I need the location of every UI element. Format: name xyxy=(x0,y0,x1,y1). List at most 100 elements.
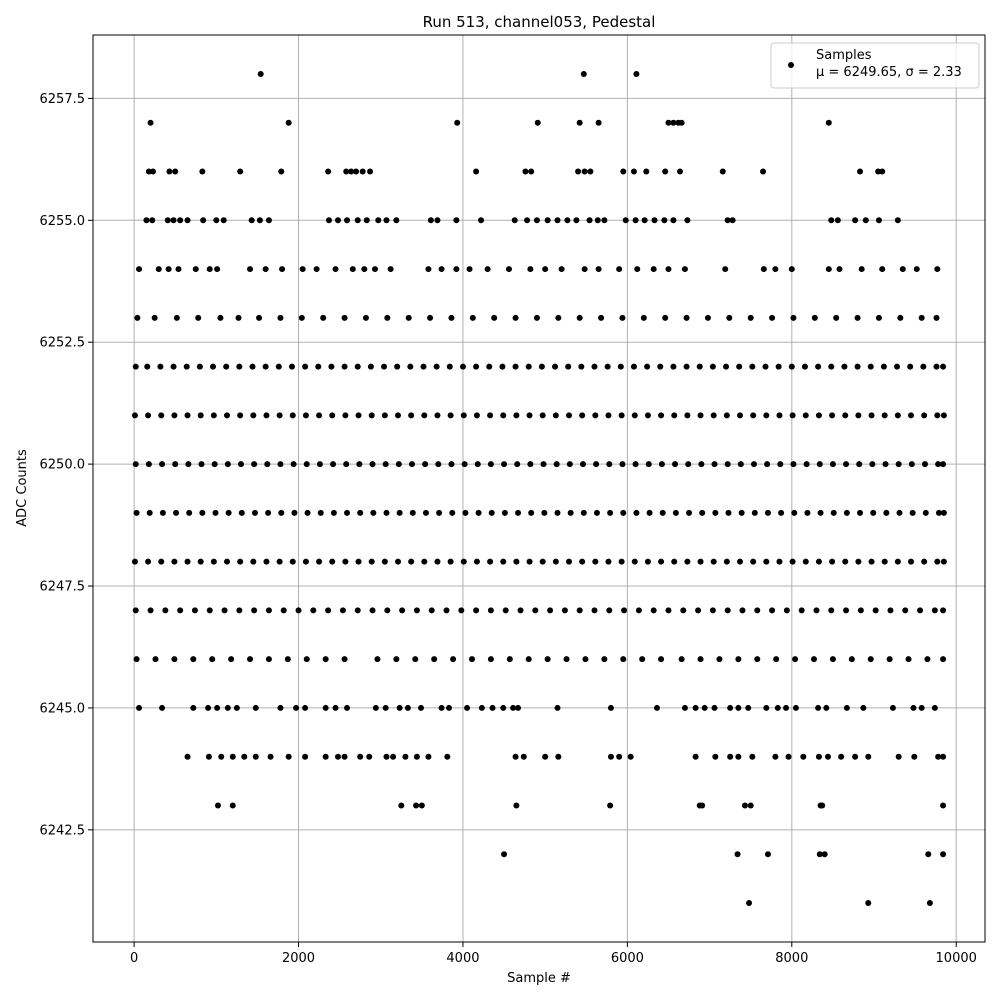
data-point xyxy=(582,656,589,663)
data-point xyxy=(173,509,180,516)
data-point xyxy=(723,558,730,565)
data-point xyxy=(280,607,287,614)
data-point xyxy=(342,558,349,565)
data-point xyxy=(218,753,225,760)
x-tick-label: 0 xyxy=(130,951,138,966)
data-point xyxy=(750,558,757,565)
data-point xyxy=(499,363,506,370)
data-point xyxy=(237,461,244,468)
data-point xyxy=(533,217,540,224)
data-point xyxy=(650,607,657,614)
data-point xyxy=(381,412,388,419)
data-point xyxy=(544,217,551,224)
data-point xyxy=(450,656,457,663)
data-point xyxy=(722,266,729,273)
data-point xyxy=(369,461,376,468)
data-point xyxy=(210,412,217,419)
data-point xyxy=(764,509,771,516)
data-point xyxy=(354,363,361,370)
data-point xyxy=(398,802,405,809)
data-point xyxy=(910,704,917,711)
data-point xyxy=(302,558,309,565)
data-point xyxy=(869,461,876,468)
data-point xyxy=(552,363,559,370)
data-point xyxy=(580,71,587,78)
data-point xyxy=(750,412,757,419)
data-point xyxy=(723,363,730,370)
data-point xyxy=(924,656,931,663)
data-point xyxy=(185,461,192,468)
data-point xyxy=(579,461,586,468)
data-point xyxy=(684,412,691,419)
data-point xyxy=(792,656,799,663)
data-point xyxy=(922,509,929,516)
data-point xyxy=(621,607,628,614)
data-point xyxy=(670,217,677,224)
data-point xyxy=(872,607,879,614)
data-point xyxy=(843,607,850,614)
data-point xyxy=(908,558,915,565)
data-point xyxy=(396,704,403,711)
data-point xyxy=(267,753,274,760)
data-point xyxy=(554,704,561,711)
data-point xyxy=(408,412,415,419)
data-point xyxy=(329,412,336,419)
data-point xyxy=(262,363,269,370)
data-point xyxy=(236,607,243,614)
data-point xyxy=(136,704,143,711)
data-point xyxy=(684,558,691,565)
data-point xyxy=(552,558,559,565)
data-point xyxy=(716,656,723,663)
data-point xyxy=(595,266,602,273)
data-point xyxy=(741,802,748,809)
data-point xyxy=(604,363,611,370)
data-point xyxy=(214,802,221,809)
legend: Samples μ = 6249.65, σ = 2.33 xyxy=(770,42,980,89)
data-point xyxy=(829,412,836,419)
data-point xyxy=(737,412,744,419)
data-point xyxy=(760,168,767,175)
data-point xyxy=(843,461,850,468)
data-point xyxy=(670,363,677,370)
data-point xyxy=(339,607,346,614)
data-point xyxy=(579,558,586,565)
data-point xyxy=(348,168,355,175)
data-point xyxy=(790,314,797,321)
data-point xyxy=(790,461,797,468)
data-point xyxy=(563,656,570,663)
data-point xyxy=(418,802,425,809)
data-point xyxy=(908,461,915,468)
data-point xyxy=(842,558,849,565)
data-point xyxy=(751,509,758,516)
data-point xyxy=(302,363,309,370)
data-point xyxy=(213,217,220,224)
data-point xyxy=(908,412,915,419)
data-point xyxy=(265,656,272,663)
data-point xyxy=(940,412,947,419)
data-point xyxy=(298,314,305,321)
data-point xyxy=(933,363,940,370)
data-point xyxy=(422,461,429,468)
data-point xyxy=(396,509,403,516)
data-point xyxy=(894,363,901,370)
data-point xyxy=(263,412,270,419)
data-point xyxy=(513,802,520,809)
data-point xyxy=(760,266,767,273)
data-point xyxy=(277,704,284,711)
data-point xyxy=(830,509,837,516)
data-point xyxy=(145,558,152,565)
data-point xyxy=(265,607,272,614)
legend-box xyxy=(770,42,980,89)
y-axis-ticks: 6242.5 6245.0 6247.5 6250.0 6252.5 6255.0 6257… xyxy=(40,92,93,838)
data-point xyxy=(513,412,520,419)
data-point xyxy=(803,461,810,468)
data-point xyxy=(697,558,704,565)
data-point xyxy=(681,266,688,273)
data-point xyxy=(487,607,494,614)
data-point xyxy=(502,607,509,614)
data-point xyxy=(933,314,940,321)
data-point xyxy=(501,851,508,858)
data-point xyxy=(501,509,508,516)
data-point xyxy=(918,704,925,711)
data-point xyxy=(868,412,875,419)
